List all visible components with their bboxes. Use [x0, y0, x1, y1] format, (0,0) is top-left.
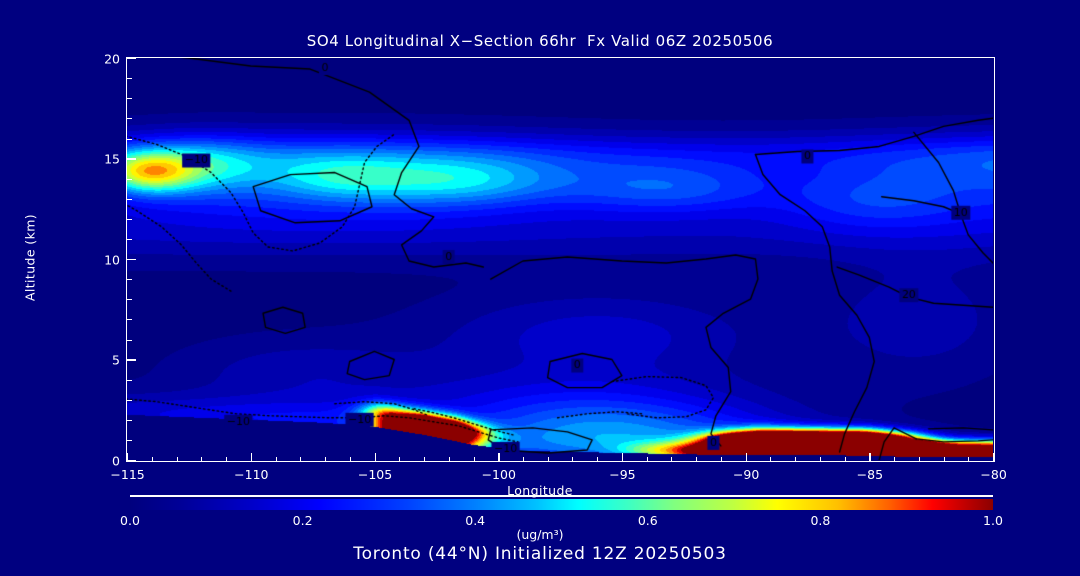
- y-axis-minor-tick: [127, 440, 132, 441]
- y-axis-minor-tick: [127, 319, 132, 321]
- y-axis-minor-tick: [127, 218, 132, 220]
- y-axis-tick-label: 0: [112, 453, 120, 469]
- y-axis-minor-tick: [127, 299, 132, 301]
- x-axis-minor-tick: [968, 457, 970, 462]
- y-axis-tick-label: 10: [104, 252, 120, 268]
- x-axis-minor-tick: [176, 457, 178, 462]
- y-axis-minor-tick: [127, 399, 132, 401]
- colorbar-tick-label: 0.8: [810, 513, 831, 528]
- colorbar-tick-label: 0.6: [637, 513, 658, 528]
- y-axis-minor-tick: [127, 118, 132, 120]
- x-axis-tick-label: −105: [357, 467, 393, 482]
- x-axis-minor-tick: [696, 457, 698, 462]
- x-axis-tick-label: −115: [110, 467, 145, 482]
- x-axis-minor-tick: [894, 457, 896, 462]
- y-axis-minor-tick: [127, 419, 132, 421]
- colorbar-gradient: [130, 499, 993, 510]
- chart-title: SO4 Longitudinal X−Section 66hr Fx Valid…: [306, 32, 774, 50]
- y-axis-tick-label: 5: [112, 352, 120, 368]
- x-axis-minor-tick: [226, 457, 228, 462]
- x-axis-minor-tick: [770, 457, 772, 462]
- x-axis-minor-tick: [522, 457, 524, 462]
- y-axis-minor-tick: [127, 339, 132, 341]
- colorbar: [130, 497, 993, 510]
- x-axis-minor-tick: [547, 457, 549, 462]
- y-axis-tick-label: 15: [104, 151, 120, 167]
- y-axis-label: Altitude (km): [22, 213, 38, 302]
- x-axis-minor-tick: [720, 457, 722, 462]
- y-axis-tick-label: 20: [104, 51, 120, 67]
- y-axis-tick: [127, 258, 136, 261]
- x-axis-minor-tick: [844, 457, 846, 462]
- y-axis-minor-tick: [127, 178, 132, 180]
- colorbar-top-rule: [130, 495, 993, 497]
- x-axis-tick: [498, 453, 500, 462]
- x-axis-minor-tick: [943, 457, 945, 462]
- x-axis-tick-label: −110: [234, 467, 269, 482]
- x-axis-tick-label: −85: [856, 467, 884, 482]
- x-axis-minor-tick: [349, 457, 351, 462]
- x-axis-minor-tick: [300, 457, 302, 462]
- y-axis-minor-tick: [127, 239, 132, 240]
- x-axis-minor-tick: [646, 457, 648, 462]
- colorbar-units-label: (ug/m³): [516, 527, 564, 542]
- x-axis-minor-tick: [201, 457, 203, 462]
- y-axis-tick: [127, 57, 136, 60]
- y-axis-minor-tick: [127, 98, 132, 100]
- y-axis-tick: [127, 158, 136, 160]
- x-axis-minor-tick: [819, 457, 821, 462]
- x-axis-tick-label: −90: [732, 467, 760, 482]
- colorbar-tick-label: 0.4: [465, 513, 486, 528]
- x-axis-tick: [374, 453, 376, 462]
- x-axis-minor-tick: [795, 457, 797, 462]
- x-axis-minor-tick: [399, 457, 401, 462]
- x-axis-tick: [745, 453, 748, 462]
- x-axis-minor-tick: [918, 457, 920, 462]
- x-axis-minor-tick: [572, 457, 574, 462]
- x-axis-tick-label: −95: [609, 467, 636, 482]
- y-axis-minor-tick: [127, 198, 132, 200]
- y-axis-minor-tick: [127, 78, 132, 80]
- footer-caption: Toronto (44°N) Initialized 12Z 20250503: [353, 544, 727, 564]
- x-axis-minor-tick: [151, 457, 153, 462]
- x-axis-minor-tick: [671, 457, 673, 462]
- x-axis-minor-tick: [275, 457, 277, 462]
- x-axis-minor-tick: [597, 457, 599, 462]
- x-axis-tick: [127, 453, 129, 462]
- x-axis-minor-tick: [325, 457, 327, 462]
- colorbar-tick-label: 1.0: [983, 513, 1003, 528]
- x-axis-tick-label: −80: [980, 467, 1007, 482]
- x-axis-minor-tick: [473, 457, 475, 462]
- x-axis-tick-label: −100: [481, 467, 516, 482]
- y-axis-minor-tick: [127, 279, 132, 281]
- plot-area: [126, 57, 995, 462]
- x-axis-tick: [993, 453, 995, 462]
- y-axis-tick: [127, 459, 136, 462]
- x-axis-tick: [621, 453, 624, 462]
- colorbar-tick-label: 0.0: [120, 513, 140, 528]
- colorbar-tick-label: 0.2: [292, 513, 313, 528]
- x-axis-minor-tick: [424, 457, 425, 462]
- cross-section-heatmap: [127, 58, 993, 460]
- x-axis-minor-tick: [448, 457, 450, 462]
- y-axis-minor-tick: [127, 138, 132, 140]
- x-axis-tick: [250, 453, 253, 462]
- y-axis-minor-tick: [127, 379, 132, 381]
- x-axis-label: Longitude: [507, 483, 573, 498]
- y-axis-tick: [127, 359, 136, 361]
- x-axis-tick: [869, 453, 871, 462]
